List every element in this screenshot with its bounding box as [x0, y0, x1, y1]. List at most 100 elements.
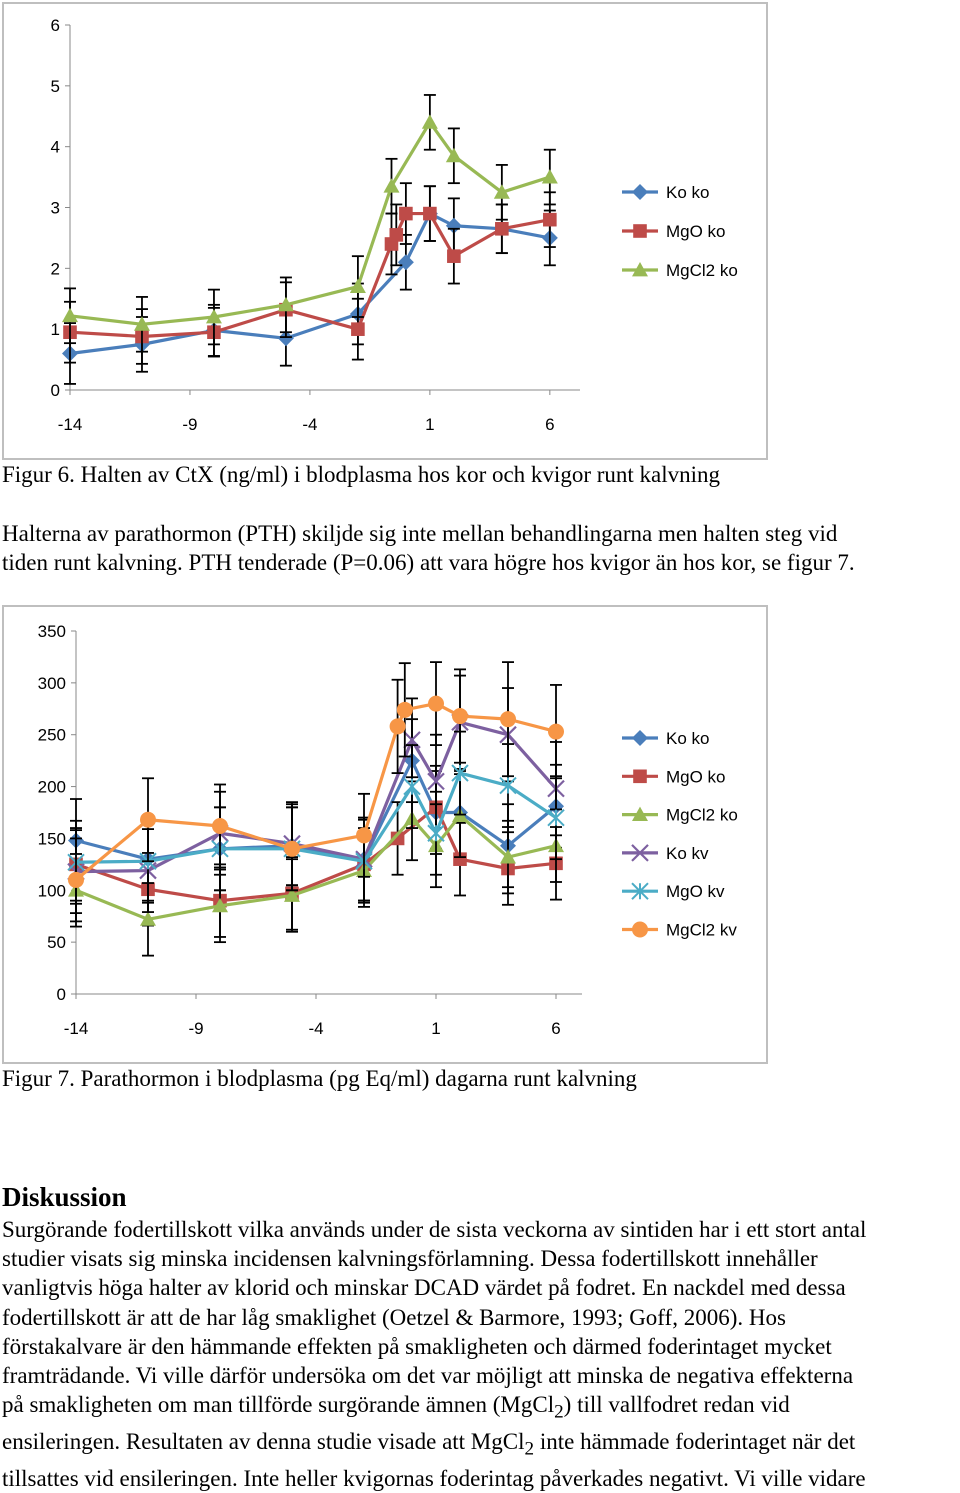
line-text: ) till vallfodret redan vid [563, 1392, 790, 1418]
data-point [543, 212, 557, 227]
data-point [390, 831, 405, 846]
data-point [541, 169, 558, 184]
figure6-chart-frame: 0 1 2 3 4 5 6 -14 -9 -4 1 6 Ko ko MgO ko MgCl2 ko [2, 2, 768, 460]
figure6-caption: Figur 6. Halten av CtX (ng/ml) i blodpla… [2, 462, 721, 487]
data-point [423, 206, 437, 221]
legend-label: MgCl2 ko [666, 261, 738, 280]
diskussion-line: framträdande. Vi ville därför undersöka … [2, 1363, 854, 1389]
legend-label: MgO ko [666, 767, 726, 786]
data-point [399, 206, 413, 221]
data-point [547, 808, 565, 827]
data-point [451, 764, 469, 782]
line-text: på smakligheten om man tillförde surgöra… [2, 1392, 555, 1418]
series-ko-ko [68, 718, 564, 902]
y-tick-label: 5 [51, 77, 60, 96]
diskussion-paragraph: Surgörande fodertillskott vilka används … [2, 1215, 960, 1493]
diskussion-line: förstakalvare är den hämmande effekten p… [2, 1333, 832, 1359]
series-mgcl2-ko [62, 94, 558, 353]
series-line [69, 120, 551, 326]
y-tick-label: 1 [51, 320, 60, 339]
data-point [445, 147, 462, 163]
data-point [389, 228, 404, 242]
data-point [205, 309, 222, 324]
diskussion-line: på smakligheten om man tillförde surgöra… [2, 1390, 960, 1427]
figure7-caption: Figur 7. Parathormon i blodplasma (pg Eq… [2, 1066, 637, 1091]
x-tick-label: -9 [182, 415, 197, 434]
figure7-chart: 0 50 100 150 200 250 300 350 -14 -9 -4 1 6 Ko ko MgO k… [38, 622, 738, 1038]
y-tick-label: 300 [38, 674, 66, 693]
subscript: 2 [524, 1438, 535, 1460]
data-point [277, 330, 294, 347]
y-tick-label: 0 [51, 381, 60, 400]
data-point [397, 254, 414, 271]
y-tick-label: 6 [51, 16, 60, 35]
data-point [133, 316, 150, 331]
y-tick-label: 50 [47, 933, 66, 952]
data-point [68, 871, 84, 888]
legend-marker [631, 882, 649, 900]
data-point [356, 827, 372, 844]
line-text: inte hämmade foderintaget när det [534, 1429, 856, 1455]
legend-label: MgCl2 ko [666, 806, 738, 825]
diskussion-line: ensileringen. Resultaten av denna studie… [2, 1427, 960, 1464]
y-tick-label: 3 [51, 199, 60, 218]
x-tick-label: 6 [545, 415, 554, 434]
data-point [495, 221, 509, 236]
data-point [500, 849, 516, 864]
x-tick-label: 1 [431, 1019, 440, 1038]
legend-marker [632, 730, 648, 746]
legend-label: Ko ko [666, 729, 709, 748]
y-tick-label: 250 [38, 726, 66, 745]
data-point [389, 718, 406, 735]
data-point [500, 711, 516, 728]
legend-label: Ko ko [666, 183, 709, 202]
series-line [69, 211, 551, 356]
y-tick-label: 150 [38, 829, 66, 848]
series-line [75, 771, 557, 864]
legend-label: MgO ko [666, 222, 726, 241]
legend-label: Ko kv [666, 844, 709, 863]
data-point [284, 887, 300, 902]
data-point [212, 897, 228, 913]
x-tick-label: -4 [308, 1019, 323, 1038]
diskussion-line: studier visats sig minska incidensen kal… [2, 1246, 818, 1272]
data-point [212, 817, 228, 834]
diskussion-line: fodertillskott är att de har låg smaklig… [2, 1304, 786, 1330]
data-point [493, 184, 510, 199]
legend-marker [633, 224, 647, 238]
legend-marker [632, 921, 648, 938]
legend-marker [632, 184, 648, 200]
data-point [351, 322, 365, 336]
legend-marker [631, 844, 649, 862]
x-tick-label: 1 [425, 415, 434, 434]
data-point [452, 708, 468, 725]
data-point [277, 296, 294, 312]
legend-label: MgCl2 kv [666, 921, 737, 940]
data-point [140, 911, 156, 926]
data-point [499, 776, 517, 795]
data-point [383, 178, 400, 193]
data-point [427, 772, 445, 791]
x-tick-label: -14 [64, 1019, 89, 1038]
y-tick-label: 2 [51, 259, 60, 278]
data-point [421, 114, 438, 129]
data-point [62, 307, 78, 323]
intro-paragraph: Halterna av parathormon (PTH) skiljde si… [2, 519, 960, 577]
figure6-chart: 0 1 2 3 4 5 6 -14 -9 -4 1 6 Ko ko MgO ko MgCl2 ko [51, 16, 738, 434]
y-tick-label: 100 [38, 881, 66, 900]
legend-marker [632, 806, 648, 821]
data-point [447, 249, 461, 263]
diskussion-line: vanligtvis höga halter av klorid och min… [2, 1275, 846, 1301]
diskussion-heading: Diskussion [2, 1182, 127, 1212]
data-point [453, 852, 467, 866]
intro-line: Halterna av parathormon (PTH) skiljde si… [2, 521, 838, 546]
data-point [396, 701, 413, 718]
data-point [403, 777, 421, 796]
data-point [284, 840, 300, 857]
diskussion-line: tillsattes vid ensileringen. Inte heller… [2, 1465, 866, 1491]
x-tick-label: 6 [551, 1019, 560, 1038]
intro-line: tiden runt kalvning. PTH tenderade (P=0.… [2, 550, 855, 576]
x-tick-label: -9 [188, 1019, 203, 1038]
legend-marker [633, 769, 647, 784]
y-tick-label: 0 [57, 985, 66, 1004]
